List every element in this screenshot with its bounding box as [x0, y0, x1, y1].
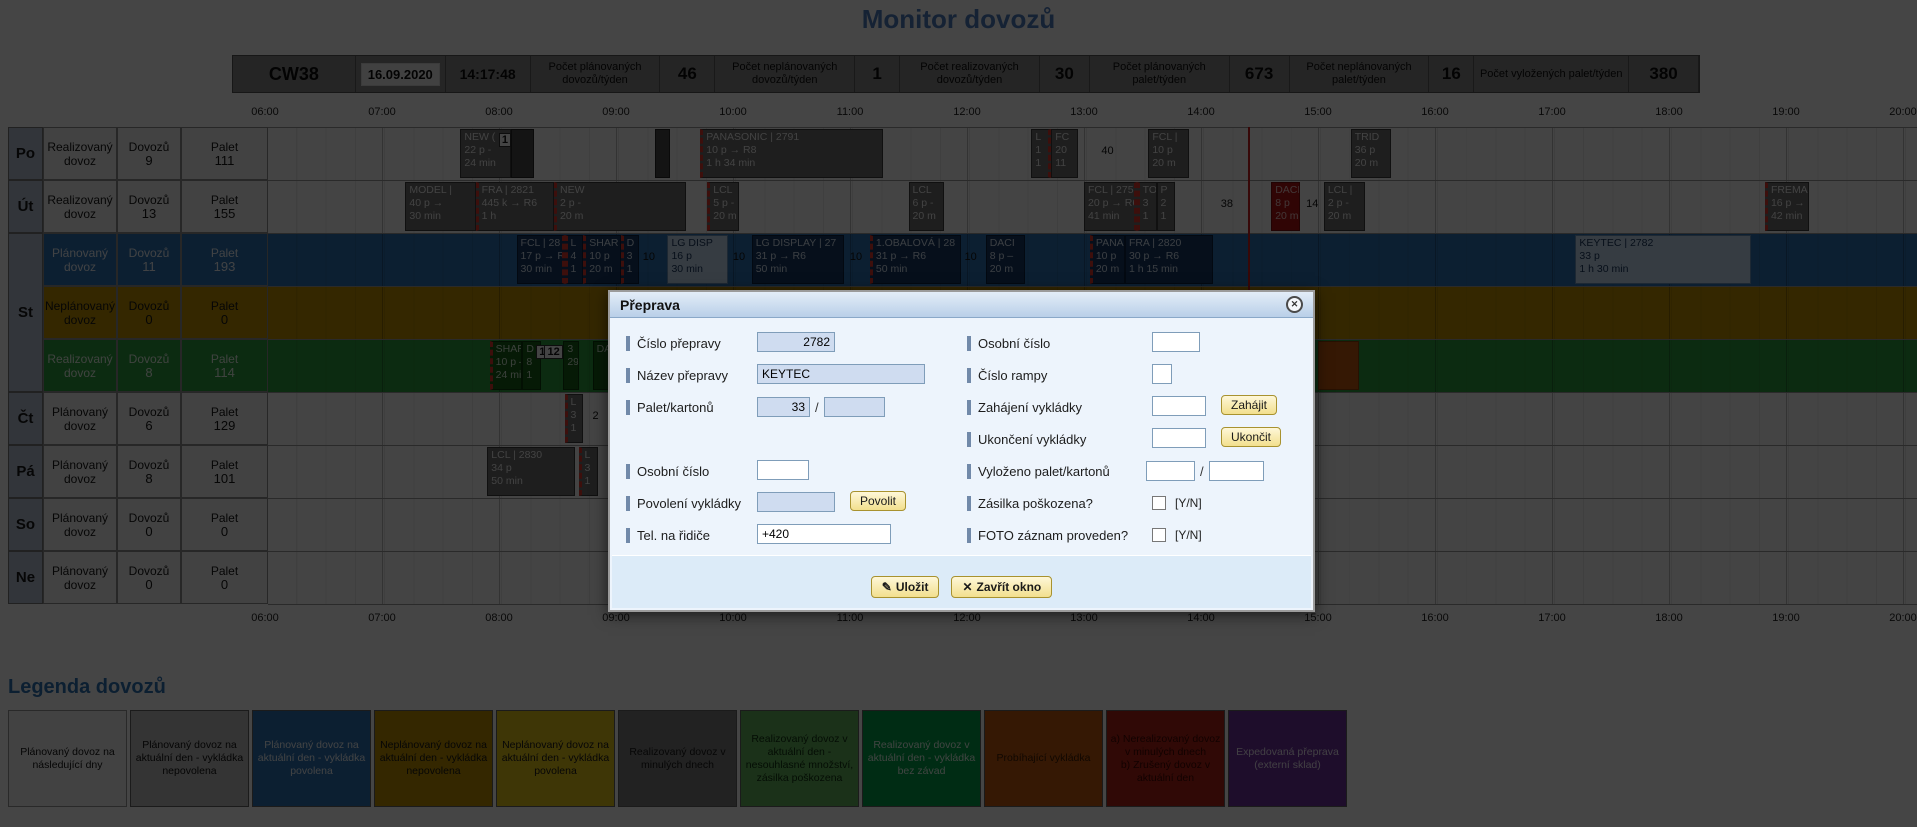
- kartonu-input[interactable]: [823, 397, 885, 417]
- field-ukonceni-vykladky: Ukončení vykládky: [967, 428, 1086, 450]
- osobni-cislo-left-input[interactable]: [757, 460, 809, 480]
- nazev-prepravy-input[interactable]: [757, 364, 925, 384]
- label-accent: [626, 527, 630, 543]
- field-nazev-prepravy: Název přepravy: [626, 364, 728, 386]
- close-window-button[interactable]: ✕ Zavřít okno: [951, 576, 1053, 598]
- field-label: Název přepravy: [637, 367, 729, 383]
- ukonceni-vykladky-input[interactable]: [1152, 428, 1206, 448]
- osobni-cislo-right-input[interactable]: [1152, 332, 1200, 352]
- field-osobni-cislo-right: Osobní číslo: [967, 332, 1050, 354]
- label-accent: [967, 495, 971, 511]
- povolit-button[interactable]: Povolit: [850, 491, 907, 511]
- zahajeni-vykladky-input[interactable]: [1152, 396, 1206, 416]
- ukoncit-button[interactable]: Ukončit: [1221, 427, 1282, 447]
- yn-hint: [Y/N]: [1175, 528, 1202, 542]
- dialog-titlebar: Přeprava ✕: [610, 292, 1313, 318]
- field-palet-kartonu: Palet/kartonů: [626, 396, 714, 418]
- label-accent: [626, 399, 630, 415]
- field-label: Číslo rampy: [978, 367, 1048, 383]
- field-label: Povolení vykládky: [637, 495, 742, 511]
- field-label: Vyloženo palet/kartonů: [978, 463, 1110, 479]
- field-cislo-prepravy: Číslo přepravy: [626, 332, 721, 354]
- field-osobni-cislo-left: Osobní číslo: [626, 460, 709, 482]
- yn-hint: [Y/N]: [1175, 496, 1202, 510]
- povoleni-vykladky-input[interactable]: [757, 492, 835, 512]
- field-zasilka-poskozena: Zásilka poškozena?: [967, 492, 1093, 514]
- field-label: FOTO záznam proveden?: [978, 527, 1129, 543]
- transport-dialog: Přeprava ✕ Číslo přepravy Název přepravy…: [608, 290, 1315, 612]
- tel-na-ridice-input[interactable]: [757, 524, 891, 544]
- palet-input[interactable]: [757, 397, 810, 417]
- label-accent: [967, 367, 971, 383]
- label-accent: [626, 463, 630, 479]
- field-povoleni-vykladky: Povolení vykládky: [626, 492, 741, 514]
- field-zahajeni-vykladky: Zahájení vykládky: [967, 396, 1082, 418]
- field-foto-zaznam: FOTO záznam proveden?: [967, 524, 1128, 546]
- foto-zaznam-checkbox[interactable]: [1152, 528, 1166, 542]
- dialog-title: Přeprava: [620, 296, 680, 313]
- dialog-buttons: ✎ Uložit ✕ Zavřít okno: [610, 576, 1313, 598]
- label-accent: [626, 495, 630, 511]
- vylozeno-inputs: /: [1146, 460, 1264, 482]
- field-label: Ukončení vykládky: [978, 431, 1087, 447]
- label-accent: [967, 399, 971, 415]
- palet-kartonu-inputs: /: [757, 396, 885, 418]
- foto-zaznam-control: [Y/N]: [1152, 524, 1202, 546]
- field-label: Palet/kartonů: [637, 399, 714, 415]
- label-accent: [626, 335, 630, 351]
- cislo-rampy-input[interactable]: [1152, 364, 1172, 384]
- cislo-prepravy-input[interactable]: [757, 332, 835, 352]
- field-label: Osobní číslo: [978, 335, 1051, 351]
- vylozeno-kartonu-input[interactable]: [1208, 461, 1264, 481]
- field-label: Zahájení vykládky: [978, 399, 1083, 415]
- slash-separator: /: [1200, 463, 1204, 479]
- pencil-icon: ✎: [881, 580, 892, 594]
- field-label: Tel. na řidiče: [637, 527, 710, 543]
- field-cislo-rampy: Číslo rampy: [967, 364, 1047, 386]
- field-label: Zásilka poškozena?: [978, 495, 1093, 511]
- zasilka-poskozena-checkbox[interactable]: [1152, 496, 1166, 510]
- zasilka-poskozena-control: [Y/N]: [1152, 492, 1202, 514]
- field-tel-na-ridice: Tel. na řidiče: [626, 524, 710, 546]
- field-label: Číslo přepravy: [637, 335, 721, 351]
- save-button[interactable]: ✎ Uložit: [870, 576, 940, 598]
- x-icon: ✕: [962, 580, 973, 594]
- slash-separator: /: [815, 399, 819, 415]
- close-icon[interactable]: ✕: [1286, 296, 1303, 313]
- zahajit-button[interactable]: Zahájit: [1221, 395, 1278, 415]
- label-accent: [967, 527, 971, 543]
- label-accent: [967, 335, 971, 351]
- label-accent: [626, 367, 630, 383]
- label-accent: [967, 431, 971, 447]
- field-label: Osobní číslo: [637, 463, 710, 479]
- field-vylozeno: Vyloženo palet/kartonů: [967, 460, 1110, 482]
- vylozeno-palet-input[interactable]: [1146, 461, 1195, 481]
- label-accent: [967, 463, 971, 479]
